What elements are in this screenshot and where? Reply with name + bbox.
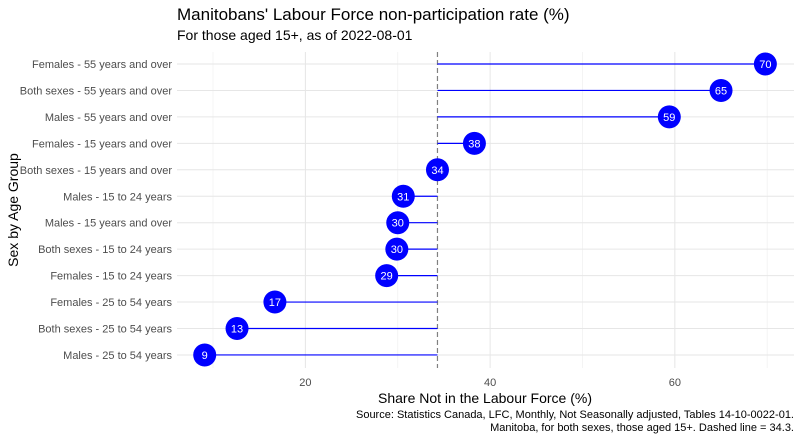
- data-label: 70: [759, 59, 771, 71]
- data-label: 13: [231, 324, 243, 336]
- data-point: [391, 184, 415, 208]
- data-point: [385, 237, 409, 261]
- data-label: 30: [392, 218, 404, 230]
- category-labels: Females - 55 years and over Both sexes - …: [20, 59, 173, 362]
- caption-line-1: Source: Statistics Canada, LFC, Monthly,…: [356, 409, 794, 421]
- data-point: [375, 264, 399, 288]
- y-axis-title: Sex by Age Group: [5, 153, 21, 267]
- data-label: 34: [431, 165, 443, 177]
- stems: [204, 63, 766, 356]
- category-label: Both sexes - 25 to 54 years: [38, 324, 172, 336]
- category-label: Both sexes - 15 years and over: [20, 165, 173, 177]
- grid: [177, 52, 794, 368]
- data-label: 9: [202, 350, 208, 362]
- chart-subtitle: For those aged 15+, as of 2022-08-01: [177, 27, 413, 43]
- data-point: [225, 317, 249, 340]
- data-point: [263, 290, 287, 314]
- data-point: [657, 105, 681, 129]
- category-label: Males - 55 years and over: [45, 112, 173, 124]
- x-tick-label: 40: [484, 377, 496, 389]
- data-point: [753, 52, 777, 76]
- data-point: [193, 343, 217, 367]
- category-label: Females - 15 to 24 years: [50, 271, 172, 283]
- chart-title: Manitobans' Labour Force non-participati…: [177, 5, 570, 24]
- category-label: Females - 25 to 54 years: [50, 297, 172, 309]
- category-label: Females - 15 years and over: [32, 138, 172, 150]
- data-point: [462, 131, 486, 155]
- dots: 70 65 59 38 34 31 30 30 29 17 13 9: [193, 52, 777, 367]
- data-label: 65: [715, 85, 727, 97]
- x-tick-label: 60: [669, 377, 681, 389]
- data-label: 29: [381, 271, 393, 283]
- data-point: [386, 211, 410, 235]
- data-label: 38: [468, 138, 480, 150]
- x-axis-title: Share Not in the Labour Force (%): [378, 390, 592, 406]
- category-label: Both sexes - 55 years and over: [20, 85, 173, 97]
- category-label: Males - 15 years and over: [45, 218, 173, 230]
- caption-line-2: Manitoba, for both sexes, those aged 15+…: [490, 422, 794, 434]
- data-point: [425, 158, 449, 182]
- data-label: 31: [397, 191, 409, 203]
- data-label: 30: [391, 244, 403, 256]
- data-label: 17: [269, 297, 281, 309]
- category-label: Males - 25 to 54 years: [63, 350, 172, 362]
- category-label: Females - 55 years and over: [32, 59, 172, 71]
- x-tick-labels: 20 40 60: [299, 377, 681, 389]
- data-point: [709, 78, 733, 102]
- category-label: Both sexes - 15 to 24 years: [38, 244, 172, 256]
- category-label: Males - 15 to 24 years: [63, 191, 172, 203]
- x-tick-label: 20: [299, 377, 311, 389]
- data-label: 59: [663, 112, 675, 124]
